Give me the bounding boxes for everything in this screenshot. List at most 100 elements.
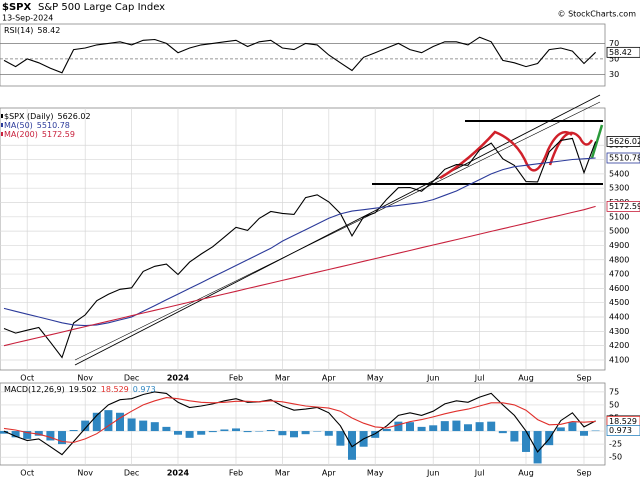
- grid-layer: [0, 23, 606, 466]
- histogram-bar: [475, 422, 484, 432]
- legend-value: 5510.78: [37, 121, 70, 130]
- legend-name: MA(50): [4, 121, 33, 130]
- histogram-bar: [220, 429, 229, 432]
- histogram-bar: [0, 431, 8, 434]
- series-line: [3, 137, 597, 359]
- legend-value: 5626.02: [58, 112, 91, 121]
- y-tick-label: 4800: [609, 255, 629, 264]
- x-tick-label: Jun: [426, 469, 440, 478]
- histogram-bar: [208, 431, 217, 433]
- legend-value: 5172.59: [42, 130, 75, 139]
- value-box-label: 0.973: [609, 426, 632, 435]
- x-tick-label: May: [367, 469, 384, 478]
- x-tick-label: Nov: [77, 374, 93, 383]
- histogram-bar: [139, 420, 148, 432]
- histogram-bar: [116, 412, 124, 432]
- date: 13-Sep-2024: [2, 14, 53, 23]
- histogram-bar: [487, 421, 496, 432]
- y-tick-label: 75: [609, 387, 619, 396]
- x-tick-label: Dec: [124, 374, 139, 383]
- histogram-bar: [127, 418, 136, 432]
- y-tick-label: 70: [609, 39, 619, 48]
- legend-value: 19.502: [69, 385, 97, 394]
- value-box-label: 5510.78: [609, 153, 640, 162]
- x-tick-label: 2024: [167, 469, 190, 478]
- panel-frame: [0, 107, 606, 371]
- y-tick-label: 50: [609, 400, 619, 409]
- pattern-curve: [548, 131, 594, 166]
- histogram-bar: [301, 431, 310, 435]
- histogram-bar: [394, 421, 403, 432]
- histogram-bar: [162, 426, 171, 432]
- histogram-bar: [174, 431, 182, 435]
- histogram-bar: [580, 431, 588, 436]
- pattern-curve: [439, 130, 573, 180]
- histogram-bar: [406, 422, 414, 432]
- histogram-bar: [185, 431, 194, 438]
- value-box-label: 58.42: [609, 48, 632, 57]
- histogram-bar: [34, 431, 43, 436]
- y-tick-label: 5000: [609, 227, 629, 236]
- y-tick-label: 5100: [609, 212, 629, 221]
- legend-name: MA(200): [4, 130, 38, 139]
- histogram-bar: [498, 431, 507, 434]
- y-tick-label: 4200: [609, 341, 629, 350]
- histogram-bar: [23, 431, 32, 439]
- panel-frame: [0, 23, 606, 87]
- x-tick-label: Feb: [229, 374, 243, 383]
- histogram-bar: [243, 431, 252, 433]
- histogram-bar: [324, 431, 333, 436]
- histogram-bar: [568, 422, 577, 432]
- legend: RSI(14) 58.42: [4, 26, 60, 35]
- series-line: [3, 391, 596, 456]
- series-line: [3, 205, 596, 347]
- histogram-bar: [266, 430, 275, 432]
- y-tick-label: 4100: [609, 355, 629, 364]
- value-box: [606, 46, 640, 58]
- x-tick-label: Dec: [124, 469, 139, 478]
- y-tick-label: 4600: [609, 284, 629, 293]
- value-box: [606, 136, 640, 147]
- x-tick-label: 2024: [167, 374, 190, 383]
- histogram-bar: [522, 431, 530, 452]
- legend: MA(200) 5172.59: [4, 130, 75, 139]
- histogram-bar: [104, 410, 113, 432]
- histogram-bar: [81, 420, 90, 432]
- histogram-bar: [255, 431, 264, 432]
- legend-name: RSI(14): [4, 26, 33, 35]
- value-box-label: 5172.59: [609, 202, 640, 211]
- value-box: [606, 152, 640, 164]
- trendline: [74, 94, 601, 366]
- legend: $SPX (Daily) 5626.02: [4, 112, 91, 121]
- series-line: [3, 397, 596, 444]
- histogram-bar: [58, 431, 66, 445]
- series-line: [3, 157, 596, 327]
- histogram-bar: [278, 431, 287, 436]
- symbol: $SPX: [2, 2, 31, 13]
- annotations: [74, 94, 604, 366]
- y-tick-label: 5400: [609, 169, 629, 178]
- x-tick-label: Jul: [474, 469, 485, 478]
- legend-value: 18.529: [101, 385, 129, 394]
- x-tick-label: Aug: [518, 469, 534, 478]
- y-tick-label: 5300: [609, 184, 629, 193]
- histogram-bar: [533, 431, 542, 464]
- x-tick-label: Oct: [20, 374, 34, 383]
- x-tick-label: Nov: [77, 469, 93, 478]
- panel-frame: [0, 382, 606, 466]
- y-tick-label: 4300: [609, 327, 629, 336]
- trendline: [74, 101, 601, 361]
- x-tick-label: Apr: [322, 469, 337, 478]
- histogram-bar: [464, 424, 472, 432]
- source: © StockCharts.com: [558, 10, 637, 19]
- histogram-bar: [348, 431, 356, 460]
- legend-swatch: [1, 123, 3, 127]
- histogram-bar: [150, 422, 159, 432]
- x-tick-label: Oct: [20, 469, 34, 478]
- histogram-bar: [510, 431, 519, 442]
- legend-value: 0.973: [133, 385, 156, 394]
- y-tick-label: -50: [609, 453, 622, 462]
- y-tick-label: 4500: [609, 298, 629, 307]
- histogram-bar: [232, 428, 240, 432]
